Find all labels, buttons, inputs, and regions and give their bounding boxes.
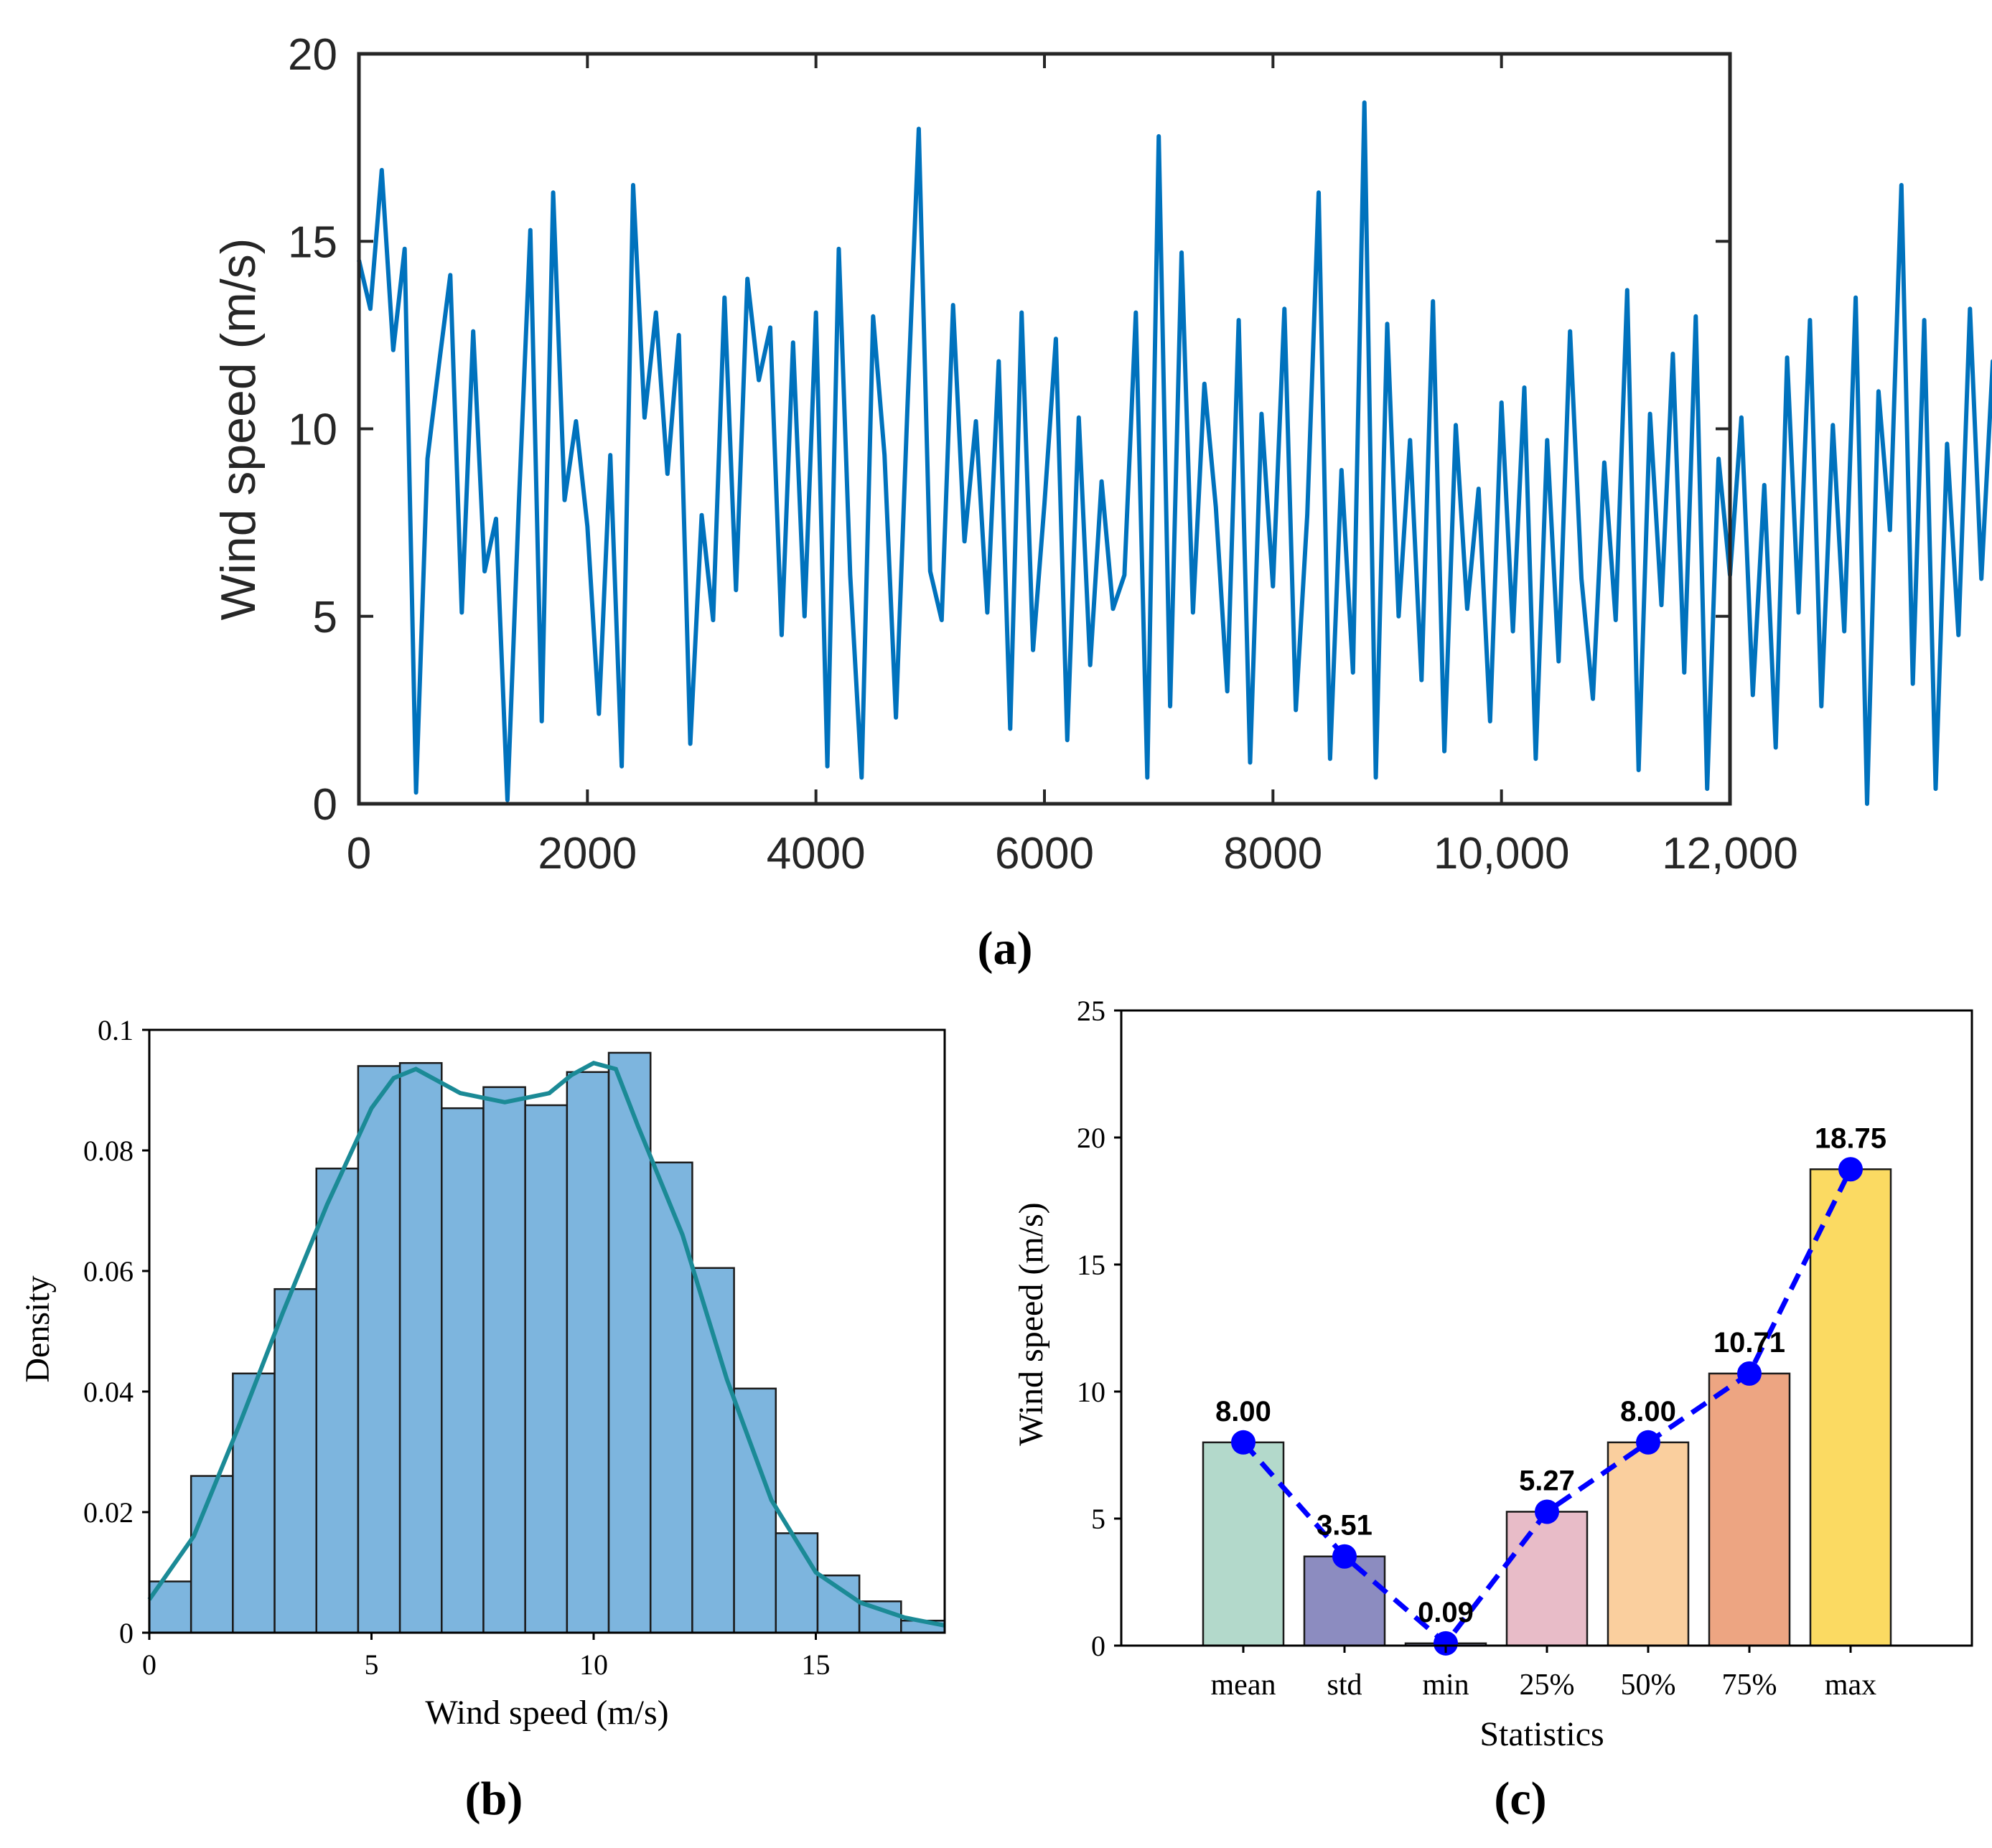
y-tick-label-a: 10: [288, 405, 337, 455]
histogram-bar: [816, 1574, 861, 1634]
axes-frame-c: [1120, 1009, 1973, 1647]
histogram-bar: [398, 1061, 443, 1634]
panel-b-chart: 0 0.02 0.04 0.06 0.08 0.1 0 5 10 15 Wind speed (…: [19, 1014, 946, 1825]
panel-label-c: (c): [1494, 1773, 1546, 1825]
y-tick-label-b: 0.06: [83, 1255, 134, 1287]
panel-label-b: (b): [465, 1773, 523, 1825]
x-tick-label-c: mean: [1211, 1669, 1276, 1702]
bar-25pct: [1505, 1511, 1589, 1647]
y-tick-label-c: 5: [1091, 1503, 1105, 1535]
data-label: 5.27: [1519, 1465, 1575, 1496]
kde-curve: [147, 1060, 945, 1628]
y-tick-label-b: 0.1: [98, 1014, 134, 1046]
histogram-bar: [524, 1104, 569, 1634]
histogram-bar: [775, 1532, 819, 1634]
y-tick-label-b: 0.04: [83, 1376, 134, 1408]
axes-frame-b: [148, 1028, 946, 1634]
data-label: 8.00: [1620, 1396, 1676, 1427]
y-tick-label-c: 15: [1077, 1249, 1105, 1281]
histogram-bar: [733, 1387, 777, 1634]
histogram-bar: [649, 1161, 693, 1634]
x-tick-label-a: 12,000: [1662, 829, 1798, 878]
x-tick-label-c: 50%: [1621, 1669, 1676, 1702]
histogram-bar: [273, 1287, 317, 1634]
x-tick-label-a: 6000: [995, 829, 1094, 878]
bar-50pct: [1607, 1441, 1690, 1647]
axes-frame-a: [357, 52, 1732, 806]
x-tick-label-a: 8000: [1223, 829, 1322, 878]
histogram-bar: [566, 1071, 610, 1634]
y-axis-label-b: Density: [19, 1275, 57, 1382]
x-tick-label-c: 75%: [1722, 1669, 1777, 1702]
bar-75pct: [1708, 1372, 1791, 1647]
y-tick-label-a: 20: [288, 30, 337, 80]
y-axis-label-a: Wind speed (m/s): [211, 238, 266, 621]
panel-label-a: (a): [978, 922, 1033, 975]
y-axis-label-c: Wind speed (m/s): [1012, 1202, 1050, 1445]
x-tick-label-a: 10,000: [1434, 829, 1570, 878]
y-tick-label-c: 25: [1077, 995, 1105, 1027]
x-tick-label-c: min: [1422, 1669, 1469, 1702]
histogram-bar: [315, 1167, 360, 1634]
x-axis-label-b: Wind speed (m/s): [425, 1694, 668, 1732]
panel-c-chart: 8.00 3.51 0.09 5.27 8.00 10.71 18.75 0 5 10 15 20 2…: [1012, 995, 1973, 1825]
histogram-bar: [691, 1267, 735, 1634]
x-axis-label-c: Statistics: [1479, 1715, 1604, 1753]
histogram-bar: [482, 1086, 526, 1634]
data-point: [1231, 1430, 1255, 1455]
histogram-bar: [607, 1051, 652, 1634]
data-label: 8.00: [1215, 1396, 1271, 1427]
histogram-bar: [858, 1600, 902, 1634]
y-tick-label-c: 10: [1077, 1376, 1105, 1408]
x-tick-label-a: 2000: [538, 829, 637, 878]
data-point: [1535, 1499, 1559, 1524]
y-tick-label-a: 0: [313, 780, 337, 830]
series-line-wind-speed: [357, 100, 1992, 806]
bar-std: [1303, 1555, 1386, 1647]
x-tick-label-c: max: [1825, 1669, 1876, 1702]
histogram-bar: [190, 1475, 234, 1634]
data-label: 0.09: [1418, 1597, 1474, 1628]
x-tick-label-b: 10: [579, 1648, 608, 1681]
x-tick-label-a: 4000: [767, 829, 866, 878]
bar-max: [1809, 1168, 1892, 1647]
x-tick-label-a: 0: [347, 829, 371, 878]
data-point: [1332, 1544, 1357, 1569]
data-point: [1737, 1361, 1762, 1386]
histogram-bar: [232, 1372, 276, 1634]
data-label: 3.51: [1317, 1510, 1373, 1542]
data-label: 10.71: [1713, 1327, 1785, 1359]
y-tick-label-b: 0.02: [83, 1496, 134, 1529]
panel-a-chart: 0 5 10 15 20 0 2000 4000 6000 8000 10,000 12,000 W…: [211, 30, 1992, 975]
data-point: [1838, 1157, 1863, 1182]
histogram-bar: [357, 1065, 401, 1634]
data-point: [1636, 1430, 1660, 1455]
histogram-bar: [441, 1107, 485, 1634]
x-tick-label-b: 15: [801, 1648, 830, 1681]
y-tick-label-c: 20: [1077, 1122, 1105, 1154]
data-label: 18.75: [1815, 1122, 1886, 1154]
y-tick-label-a: 5: [313, 593, 337, 642]
x-tick-label-c: 25%: [1520, 1669, 1575, 1702]
x-tick-label-b: 5: [364, 1648, 378, 1681]
x-tick-label-b: 0: [142, 1648, 156, 1681]
x-tick-label-c: std: [1327, 1669, 1362, 1702]
data-point: [1434, 1631, 1458, 1656]
y-tick-label-a: 15: [288, 217, 337, 267]
y-tick-label-b: 0: [119, 1617, 134, 1649]
y-tick-label-b: 0.08: [83, 1135, 134, 1167]
y-tick-label-c: 0: [1091, 1630, 1105, 1662]
